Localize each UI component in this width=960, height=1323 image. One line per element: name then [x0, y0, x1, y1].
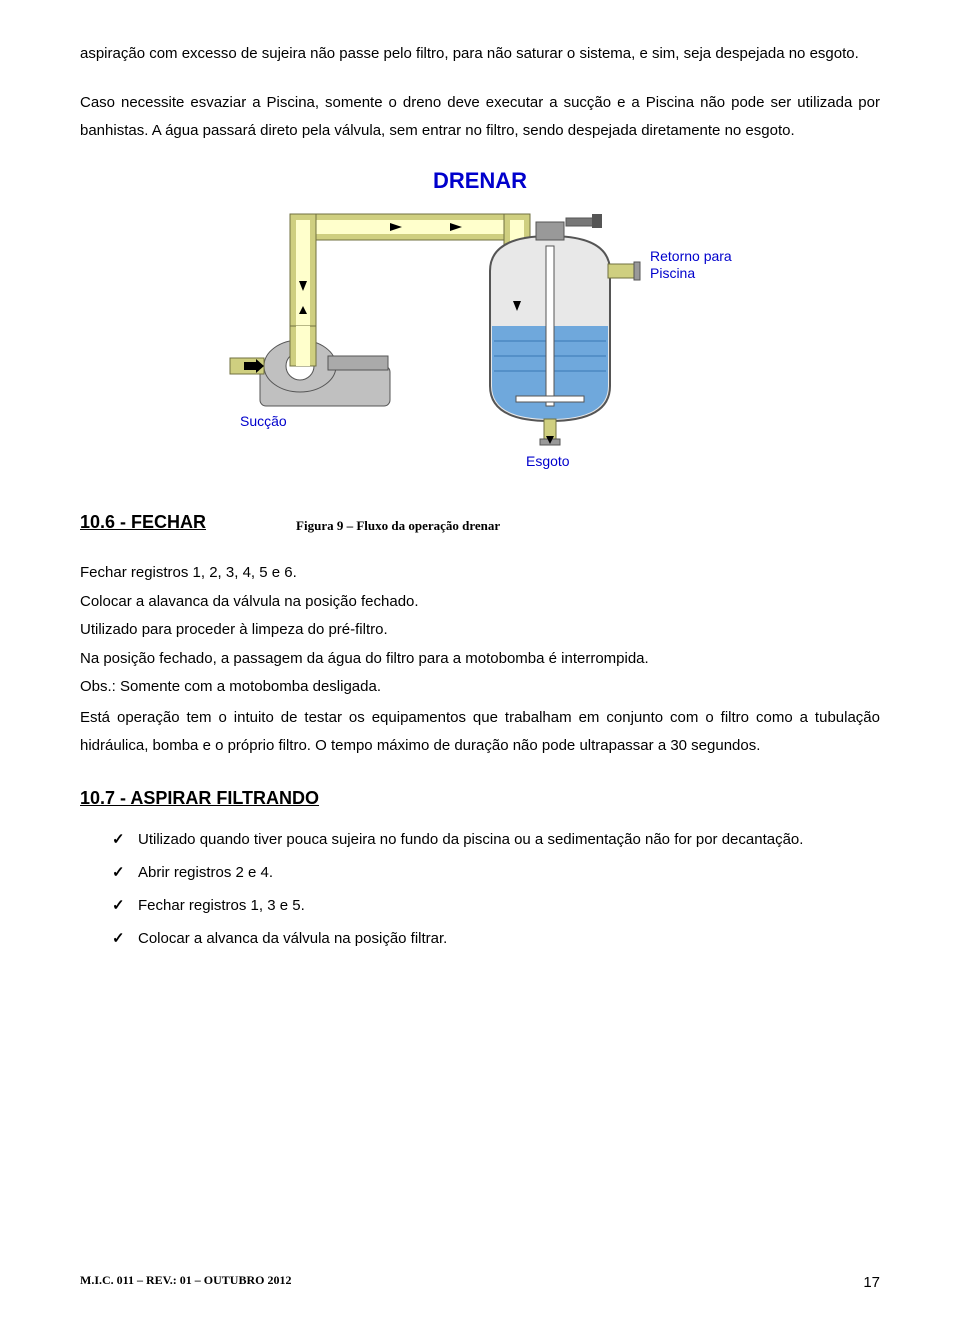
figure-title-text: DRENAR	[433, 168, 527, 193]
fechar-line-1: Fechar registros 1, 2, 3, 4, 5 e 6.	[80, 559, 880, 588]
label-return-1: Retorno para	[650, 248, 732, 264]
filter-icon	[490, 214, 640, 445]
drenar-diagram: DRENAR Sucção	[220, 166, 740, 476]
aspirar-checklist: Utilizado quando tiver pouca sujeira no …	[80, 823, 880, 955]
list-item: Utilizado quando tiver pouca sujeira no …	[112, 823, 880, 856]
figure-drenar: DRENAR Sucção	[80, 166, 880, 487]
intro-paragraph-1: aspiração com excesso de sujeira não pas…	[80, 40, 880, 69]
footer-page-number: 17	[863, 1269, 880, 1298]
list-item: Abrir registros 2 e 4.	[112, 856, 880, 889]
label-return-2: Piscina	[650, 265, 695, 281]
fechar-line-3: Utilizado para proceder à limpeza do pré…	[80, 616, 880, 645]
fechar-paragraph: Está operação tem o intuito de testar os…	[80, 704, 880, 761]
heading-fechar: 10.6 - FECHAR	[80, 505, 206, 539]
page-footer: M.I.C. 011 – REV.: 01 – OUTUBRO 2012 17	[80, 1269, 880, 1298]
intro-paragraph-2: Caso necessite esvaziar a Piscina, somen…	[80, 89, 880, 146]
fechar-obs: Obs.: Somente com a motobomba desligada.	[80, 673, 880, 702]
fechar-line-4: Na posição fechado, a passagem da água d…	[80, 645, 880, 674]
list-item: Fechar registros 1, 3 e 5.	[112, 889, 880, 922]
footer-left: M.I.C. 011 – REV.: 01 – OUTUBRO 2012	[80, 1269, 291, 1298]
heading-aspirar: 10.7 - ASPIRAR FILTRANDO	[80, 781, 880, 815]
label-suction: Sucção	[240, 413, 287, 429]
list-item: Colocar a alvanca da válvula na posição …	[112, 922, 880, 955]
label-drain: Esgoto	[526, 453, 570, 469]
figure-caption: Figura 9 – Fluxo da operação drenar	[296, 514, 500, 539]
fechar-line-2: Colocar a alavanca da válvula na posição…	[80, 588, 880, 617]
